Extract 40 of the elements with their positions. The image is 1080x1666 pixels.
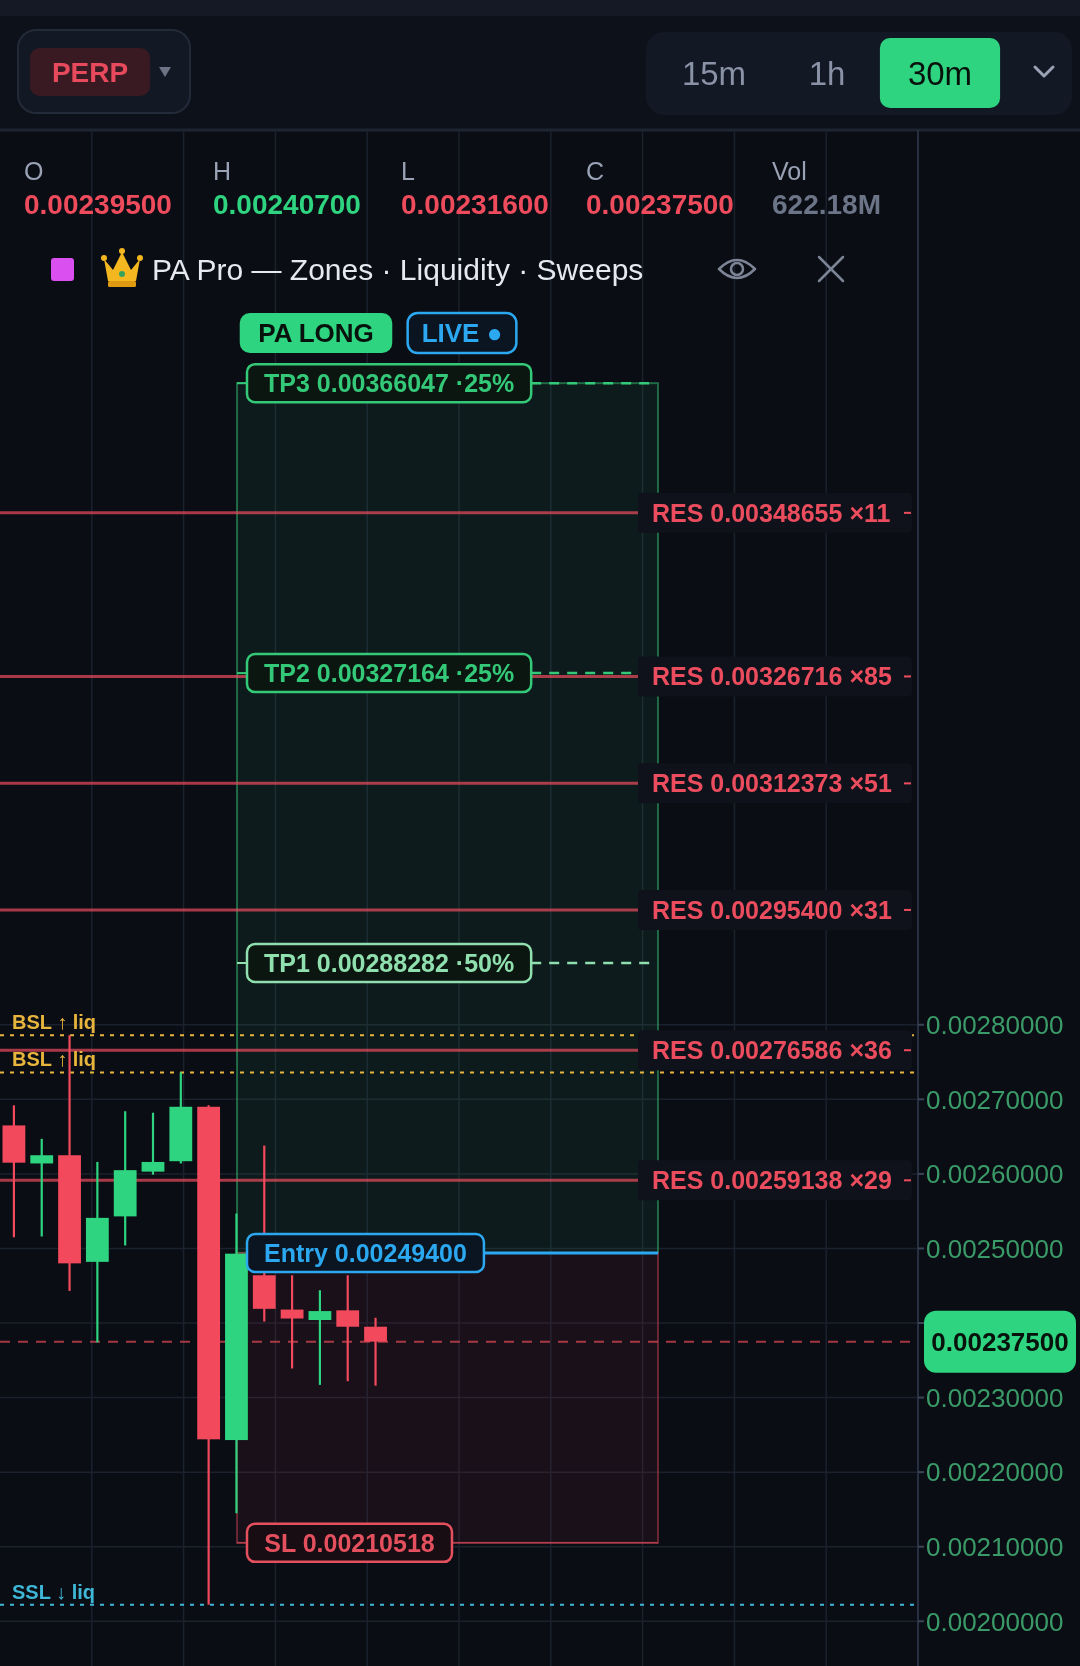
text: 15m bbox=[681, 54, 747, 92]
y-tick-label: 0.00230000 bbox=[926, 1382, 1064, 1413]
text: 1h bbox=[808, 54, 846, 92]
ref-line-label: RES 0.00259138 ×29 bbox=[652, 1166, 892, 1195]
ref-line-label: 0.00237500 bbox=[931, 1327, 1069, 1358]
ref-line-label: RES 0.00276586 ×36 bbox=[652, 1036, 892, 1065]
annotation: 0.00239500 bbox=[24, 189, 172, 221]
annotation: H bbox=[213, 157, 232, 185]
y-tick-label: 0.00260000 bbox=[926, 1159, 1064, 1190]
ref-line-label: Entry 0.00249400 bbox=[264, 1238, 467, 1267]
ref-line-label: RES 0.00348655 ×11 bbox=[652, 498, 891, 527]
annotation: 0.00231600 bbox=[401, 189, 549, 221]
ref-line-label: TP1 0.00288282 ·50% bbox=[264, 949, 515, 977]
annotation: 0.00237500 bbox=[586, 189, 734, 221]
y-tick-label: 0.00200000 bbox=[926, 1606, 1064, 1637]
annotation: Vol bbox=[772, 157, 807, 185]
ref-line-label: RES 0.00312373 ×51 bbox=[652, 769, 892, 798]
annotation: C bbox=[586, 157, 605, 185]
annotation: 0.00240700 bbox=[213, 189, 361, 221]
ref-line-label: RES 0.00295400 ×31 bbox=[652, 895, 892, 924]
annotation: L bbox=[401, 157, 415, 185]
y-tick-label: 0.00220000 bbox=[926, 1457, 1064, 1488]
ref-line-label: TP3 0.00366047 ·25% bbox=[264, 369, 515, 398]
y-tick-label: 0.00250000 bbox=[926, 1233, 1064, 1264]
text: 30m bbox=[907, 54, 973, 92]
ref-line-label: BSL ↑ liq bbox=[12, 1048, 97, 1071]
ref-line-label: TP2 0.00327164 ·25% bbox=[264, 659, 515, 688]
ref-line-label: BSL ↑ liq bbox=[12, 1011, 97, 1034]
text: PERP bbox=[51, 57, 129, 89]
text: PA Pro — Zones · Liquidity · Sweeps bbox=[152, 252, 644, 286]
ref-line-label: RES 0.00326716 ×85 bbox=[652, 662, 892, 691]
annotation: LIVE ● bbox=[421, 318, 503, 349]
y-tick-label: 0.00210000 bbox=[926, 1532, 1064, 1563]
y-tick-label: 0.00270000 bbox=[926, 1084, 1064, 1115]
annotation: 622.18M bbox=[772, 189, 881, 221]
annotation: O bbox=[24, 157, 44, 185]
y-tick-label: 0.00280000 bbox=[926, 1010, 1064, 1041]
ref-line-label: SL 0.00210518 bbox=[264, 1528, 435, 1557]
ref-line-label: SSL ↓ liq bbox=[12, 1580, 95, 1603]
annotation: PA LONG bbox=[258, 318, 374, 349]
